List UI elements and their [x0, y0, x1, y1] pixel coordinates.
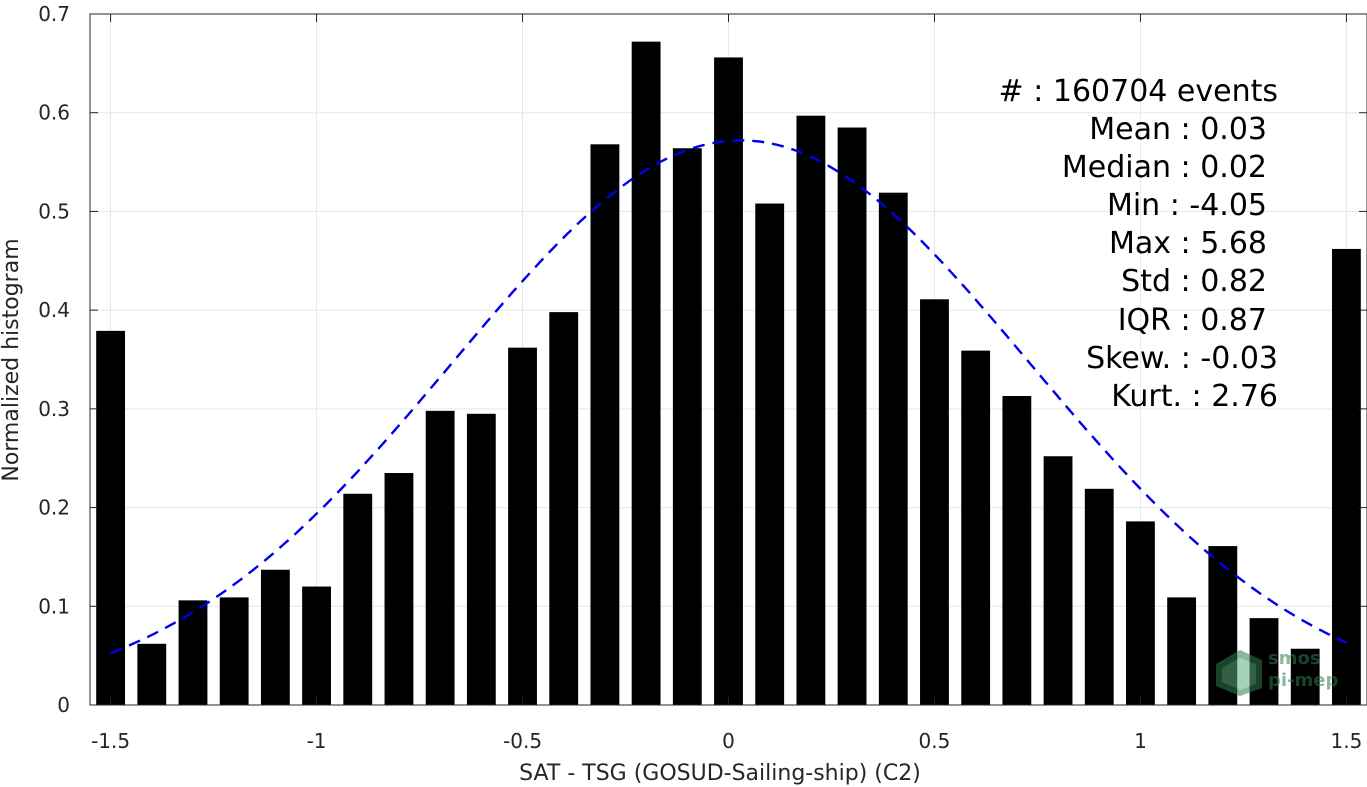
histogram-bar — [631, 41, 661, 705]
stats-iqr: IQR : 0.87 — [1118, 303, 1267, 338]
histogram-bar — [1167, 597, 1197, 705]
smos-pimep-logo: smos pi-mep — [1216, 648, 1338, 696]
histogram-bar — [137, 643, 167, 705]
y-tick-label: 0.2 — [38, 496, 70, 520]
y-tick-label: 0.6 — [38, 101, 70, 125]
histogram-bar — [961, 350, 991, 705]
histogram-bar — [755, 203, 785, 705]
smos-pimep-logo-icon — [1216, 650, 1262, 696]
histogram-bar — [796, 115, 826, 705]
histogram-bar — [1002, 396, 1032, 705]
histogram-bar — [508, 347, 537, 705]
x-tick-label: 0 — [722, 729, 735, 753]
stats-kurt: Kurt. : 2.76 — [1111, 379, 1278, 414]
logo-text-pimep: pi-mep — [1268, 670, 1338, 691]
y-tick-label: 0.1 — [38, 594, 70, 618]
x-tick-label: -1.5 — [91, 729, 130, 753]
stats-std: Std : 0.82 — [1121, 264, 1267, 299]
normal-fit-curve — [110, 139, 1347, 655]
x-tick-label: 1 — [1134, 729, 1147, 753]
histogram-bar — [1290, 648, 1320, 705]
histogram-bar — [920, 299, 949, 705]
histogram-bar — [343, 493, 373, 705]
histogram-bar — [1331, 248, 1361, 705]
histogram-bar — [590, 144, 620, 705]
stats-events: # : 160704 events — [999, 74, 1278, 109]
y-tick-label: 0 — [57, 693, 70, 717]
histogram-bar — [1043, 456, 1073, 705]
histogram-bar — [96, 330, 126, 705]
x-tick-label: 1.5 — [1330, 729, 1362, 753]
x-tick-label: 0.5 — [919, 729, 951, 753]
axis-ticks: -1.5 -1 -0.5 0 0.5 1 1.5 0 0.1 0.2 0.3 0.4 0.5 0.6 0.7 — [38, 2, 1367, 753]
histogram-bar — [425, 410, 455, 705]
x-tick-label: -0.5 — [503, 729, 542, 753]
histogram-bar — [178, 600, 208, 705]
histogram-bar — [549, 312, 579, 705]
histogram-bar — [878, 192, 908, 705]
stats-mean: Mean : 0.03 — [1089, 112, 1267, 147]
histogram-bar — [837, 127, 867, 706]
stats-min: Min : -4.05 — [1107, 188, 1267, 223]
histogram-bar — [260, 569, 290, 705]
y-axis-label: Normalized histogram — [0, 238, 24, 481]
stats-max: Max : 5.68 — [1109, 226, 1267, 261]
histogram-bar — [302, 586, 331, 705]
logo-text-smos: smos — [1268, 648, 1321, 669]
stats-box: # : 160704 events Mean : 0.03 Median : 0… — [999, 74, 1278, 414]
histogram-bar — [672, 148, 702, 705]
histogram-bars — [96, 41, 1361, 706]
y-tick-label: 0.5 — [38, 199, 70, 223]
y-tick-label: 0.7 — [38, 2, 70, 26]
y-tick-label: 0.4 — [38, 298, 70, 322]
x-axis-label: SAT - TSG (GOSUD-Sailing-ship) (C2) — [519, 761, 921, 786]
histogram-bar — [1084, 488, 1114, 705]
stats-median: Median : 0.02 — [1062, 150, 1267, 185]
y-tick-label: 0.3 — [38, 397, 70, 421]
histogram-bar — [1126, 521, 1155, 705]
stats-skew: Skew. : -0.03 — [1086, 341, 1278, 376]
histogram-bar — [466, 413, 496, 705]
histogram-bar — [714, 57, 743, 706]
histogram-bar — [384, 473, 414, 705]
histogram-bar — [219, 597, 249, 705]
x-tick-label: -1 — [307, 729, 327, 753]
